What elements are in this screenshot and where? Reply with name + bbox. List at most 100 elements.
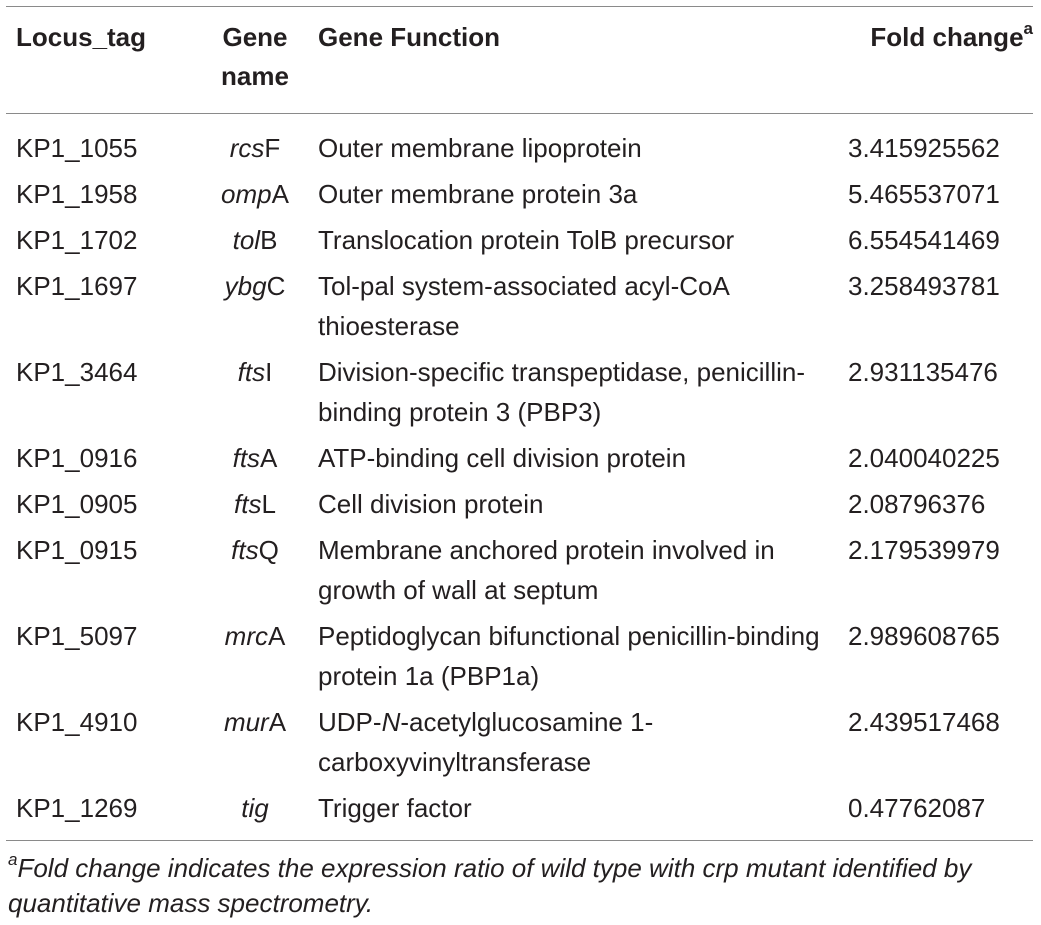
cell-gene-name: tolB: [192, 220, 318, 266]
cell-fold-change: 2.179539979: [848, 535, 1000, 565]
gene-name-italic: fts: [237, 357, 266, 387]
header-row: Locus_tag Gene name Gene Function Fold ch…: [6, 7, 1033, 114]
gene-name-suffix: C: [266, 271, 286, 301]
gene-function-text: Outer membrane protein 3a: [318, 179, 638, 209]
gene-function-tail: -acetylglucosamine 1-carboxyvinyltransfe…: [318, 707, 654, 777]
table-row: KP1_1269 tig Trigger factor 0.47762087: [6, 788, 1033, 840]
cell-locus-tag: KP1_1702: [16, 225, 138, 255]
table-row: KP1_1055 rcsF Outer membrane lipoprotein 3.…: [6, 114, 1033, 175]
gene-name-italic: fts: [232, 443, 261, 473]
table-body: KP1_1055 rcsF Outer membrane lipoprotein 3.…: [6, 114, 1033, 841]
gene-name-italic: ybg: [224, 271, 267, 301]
cell-fold-change: 2.439517468: [848, 707, 1000, 737]
header-fold-footnote-marker: a: [1023, 19, 1033, 39]
cell-gene-name: ftsL: [192, 484, 318, 530]
gene-name-italic: fts: [234, 489, 262, 519]
cell-locus-tag: KP1_0905: [16, 489, 138, 519]
cell-fold-change: 0.47762087: [848, 793, 986, 823]
cell-locus-tag: KP1_0915: [16, 535, 138, 565]
table-row: KP1_1958 ompA Outer membrane protein 3a 5.4…: [6, 174, 1033, 220]
header-gene-line2: name: [221, 61, 289, 91]
gene-name-suffix: A: [271, 179, 289, 209]
gene-name-italic: fts: [231, 535, 259, 565]
gene-name-suffix: I: [265, 357, 273, 387]
header-gene-function: Gene Function: [318, 7, 838, 114]
data-table-container: Locus_tag Gene name Gene Function Fold ch…: [6, 6, 1033, 921]
gene-name-suffix: Q: [258, 535, 279, 565]
cell-fold-change: 3.415925562: [848, 133, 1000, 163]
cell-gene-function: Division-specific transpeptidase, penici…: [318, 352, 838, 438]
cell-gene-name: ftsI: [192, 352, 318, 438]
cell-gene-name: ybgC: [192, 266, 318, 352]
cell-gene-function: Cell division protein: [318, 484, 838, 530]
header-fold-label: Fold change: [870, 22, 1024, 52]
gene-name-italic: rcs: [229, 133, 265, 163]
gene-name-suffix: A: [268, 707, 287, 737]
cell-gene-function: Translocation protein TolB precursor: [318, 220, 838, 266]
cell-locus-tag: KP1_0916: [16, 443, 138, 473]
gene-function-text: Division-specific transpeptidase, penici…: [318, 357, 805, 427]
gene-function-text: ATP-binding cell division protein: [318, 443, 687, 473]
cell-locus-tag: KP1_3464: [16, 357, 138, 387]
table-row: KP1_1702 tolB Translocation protein TolB p…: [6, 220, 1033, 266]
gene-table: Locus_tag Gene name Gene Function Fold ch…: [6, 7, 1033, 840]
gene-name-italic: omp: [221, 179, 272, 209]
gene-name-suffix: A: [260, 443, 278, 473]
gene-function-text: Trigger factor: [318, 793, 472, 823]
cell-gene-name: murA: [192, 702, 318, 788]
gene-name-italic: mur: [223, 707, 269, 737]
cell-gene-function: UDP-N-acetylglucosamine 1-carboxyvinyltr…: [318, 702, 838, 788]
gene-function-text: Outer membrane lipoprotein: [318, 133, 642, 163]
table-row: KP1_0905 ftsL Cell division protein 2.08796…: [6, 484, 1033, 530]
cell-locus-tag: KP1_1958: [16, 179, 138, 209]
cell-fold-change: 2.08796376: [848, 489, 986, 519]
cell-gene-function: Membrane anchored protein involved in gr…: [318, 530, 838, 616]
cell-gene-name: mrcA: [192, 616, 318, 702]
gene-name-suffix: L: [261, 489, 276, 519]
table-row: KP1_0915 ftsQ Membrane anchored protein in…: [6, 530, 1033, 616]
cell-locus-tag: KP1_4910: [16, 707, 138, 737]
cell-gene-name: rcsF: [192, 114, 318, 175]
gene-function-text: Tol-pal system-associated acyl-CoA thioe…: [318, 271, 729, 341]
cell-locus-tag: KP1_1055: [16, 133, 138, 163]
cell-gene-name: ftsA: [192, 438, 318, 484]
table-row: KP1_1697 ybgC Tol-pal system-associated ac…: [6, 266, 1033, 352]
gene-name-suffix: B: [260, 225, 278, 255]
table-header: Locus_tag Gene name Gene Function Fold ch…: [6, 7, 1033, 114]
cell-gene-name: ftsQ: [192, 530, 318, 616]
table-row: KP1_4910 murA UDP-N-acetylglucosamine 1-ca…: [6, 702, 1033, 788]
table-row: KP1_5097 mrcA Peptidoglycan bifunctional p…: [6, 616, 1033, 702]
header-fold-change: Fold changea: [838, 7, 1033, 114]
gene-name-italic: mrc: [224, 621, 268, 651]
cell-fold-change: 3.258493781: [848, 271, 1000, 301]
top-rule: [6, 6, 1033, 7]
cell-gene-function: Peptidoglycan bifunctional penicillin-bi…: [318, 616, 838, 702]
cell-locus-tag: KP1_1269: [16, 793, 138, 823]
cell-gene-name: ompA: [192, 174, 318, 220]
cell-gene-function: ATP-binding cell division protein: [318, 438, 838, 484]
cell-fold-change: 2.931135476: [848, 357, 998, 387]
footnote-marker: a: [8, 850, 18, 870]
gene-function-text: Cell division protein: [318, 489, 544, 519]
gene-name-suffix: F: [264, 133, 281, 163]
gene-function-text: Translocation protein TolB precursor: [318, 225, 735, 255]
cell-fold-change: 5.465537071: [848, 179, 1000, 209]
cell-gene-function: Trigger factor: [318, 788, 838, 840]
header-locus-tag: Locus_tag: [6, 7, 192, 114]
table-row: KP1_3464 ftsI Division-specific transpepti…: [6, 352, 1033, 438]
cell-fold-change: 6.554541469: [848, 225, 1000, 255]
gene-name-italic: tig: [241, 793, 269, 823]
table-row: KP1_0916 ftsA ATP-binding cell division pr…: [6, 438, 1033, 484]
header-gene-line1: Gene: [222, 22, 288, 52]
cell-fold-change: 2.040040225: [848, 443, 1000, 473]
header-gene-name: Gene name: [192, 7, 318, 114]
gene-function-text: Peptidoglycan bifunctional penicillin-bi…: [318, 621, 820, 691]
cell-locus-tag: KP1_1697: [16, 271, 138, 301]
gene-function-text: Membrane anchored protein involved in gr…: [318, 535, 775, 605]
table-footnote: aFold change indicates the expression ra…: [6, 841, 1033, 921]
cell-gene-function: Tol-pal system-associated acyl-CoA thioe…: [318, 266, 838, 352]
gene-function-text: UDP-: [318, 707, 382, 737]
gene-name-suffix: A: [267, 621, 286, 651]
bottom-rule: [6, 840, 1033, 841]
cell-locus-tag: KP1_5097: [16, 621, 138, 651]
